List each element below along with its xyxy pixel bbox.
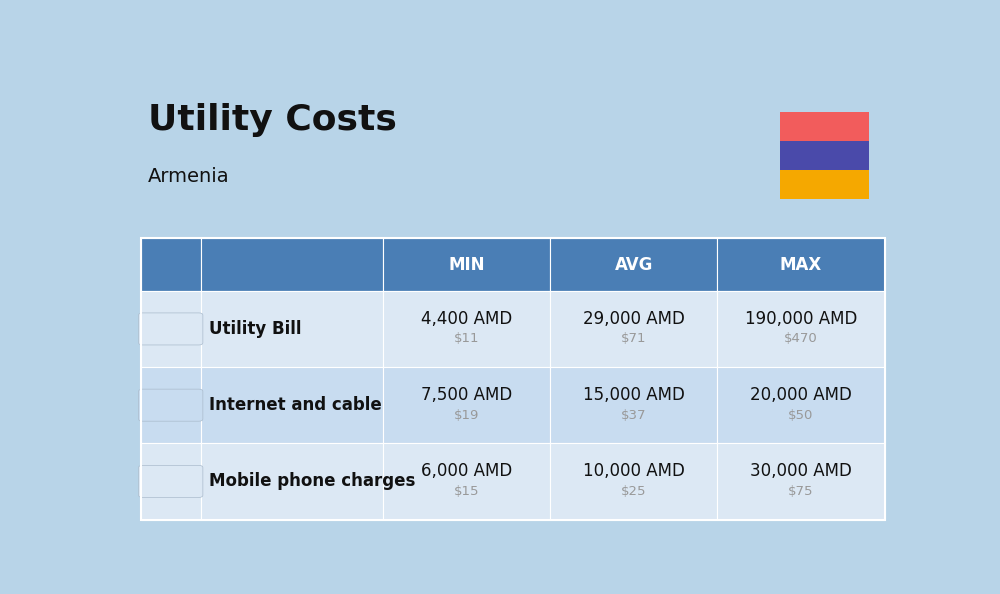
Text: $75: $75 (788, 485, 814, 498)
Text: 15,000 AMD: 15,000 AMD (583, 386, 685, 405)
FancyBboxPatch shape (550, 367, 717, 443)
Text: $37: $37 (621, 409, 647, 422)
FancyBboxPatch shape (140, 443, 201, 520)
FancyBboxPatch shape (717, 238, 885, 291)
FancyBboxPatch shape (201, 367, 383, 443)
Text: 6,000 AMD: 6,000 AMD (421, 463, 512, 481)
FancyBboxPatch shape (550, 443, 717, 520)
FancyBboxPatch shape (383, 291, 550, 367)
Text: 4,400 AMD: 4,400 AMD (421, 310, 512, 328)
Text: $19: $19 (454, 409, 479, 422)
FancyBboxPatch shape (717, 367, 885, 443)
Text: 29,000 AMD: 29,000 AMD (583, 310, 685, 328)
FancyBboxPatch shape (780, 112, 869, 141)
FancyBboxPatch shape (383, 238, 550, 291)
Text: AVG: AVG (615, 255, 653, 273)
FancyBboxPatch shape (717, 443, 885, 520)
Text: 30,000 AMD: 30,000 AMD (750, 463, 852, 481)
FancyBboxPatch shape (201, 238, 383, 291)
Text: Internet and cable: Internet and cable (209, 396, 381, 414)
Text: 20,000 AMD: 20,000 AMD (750, 386, 852, 405)
FancyBboxPatch shape (383, 367, 550, 443)
FancyBboxPatch shape (140, 367, 201, 443)
FancyBboxPatch shape (139, 465, 203, 497)
Text: 7,500 AMD: 7,500 AMD (421, 386, 512, 405)
FancyBboxPatch shape (550, 291, 717, 367)
Text: $11: $11 (454, 333, 479, 345)
Text: $50: $50 (788, 409, 814, 422)
Text: $71: $71 (621, 333, 647, 345)
Text: $470: $470 (784, 333, 818, 345)
Text: 10,000 AMD: 10,000 AMD (583, 463, 685, 481)
FancyBboxPatch shape (140, 291, 201, 367)
FancyBboxPatch shape (201, 291, 383, 367)
Text: $25: $25 (621, 485, 647, 498)
FancyBboxPatch shape (201, 443, 383, 520)
FancyBboxPatch shape (717, 291, 885, 367)
FancyBboxPatch shape (140, 238, 201, 291)
Text: Armenia: Armenia (148, 168, 230, 187)
FancyBboxPatch shape (780, 141, 869, 170)
Text: Mobile phone charges: Mobile phone charges (209, 472, 415, 491)
Text: MIN: MIN (448, 255, 485, 273)
FancyBboxPatch shape (383, 443, 550, 520)
FancyBboxPatch shape (550, 238, 717, 291)
Text: Utility Bill: Utility Bill (209, 320, 301, 338)
Text: Utility Costs: Utility Costs (148, 103, 397, 137)
Text: $15: $15 (454, 485, 479, 498)
FancyBboxPatch shape (780, 170, 869, 200)
Text: 190,000 AMD: 190,000 AMD (745, 310, 857, 328)
FancyBboxPatch shape (139, 313, 203, 345)
FancyBboxPatch shape (139, 389, 203, 421)
Text: MAX: MAX (780, 255, 822, 273)
